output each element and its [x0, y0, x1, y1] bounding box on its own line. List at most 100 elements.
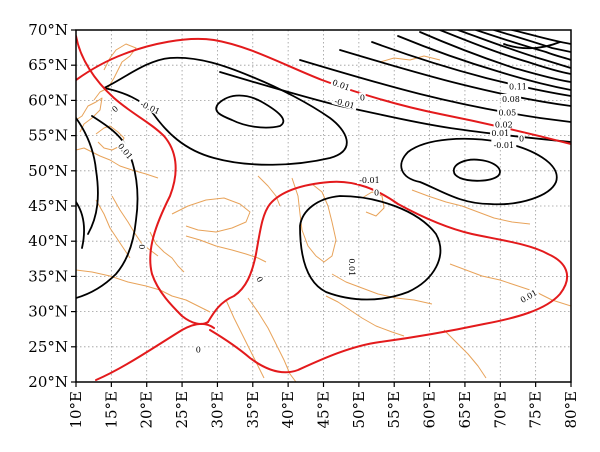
contour-label-bg	[356, 174, 382, 184]
coastline-black-sea	[171, 197, 251, 233]
contour-label-text: 0.11	[509, 82, 527, 91]
contour-label-bg	[347, 257, 357, 278]
contour-label-bg	[507, 81, 529, 91]
contour-neg-europe-loop	[103, 56, 348, 166]
contour-label-text: -0.01	[494, 141, 515, 150]
lon-tick-label: 20°E	[138, 391, 156, 429]
lon-tick-label: 10°E	[67, 391, 85, 429]
contour-label-text: 0	[519, 134, 524, 143]
contour-label: 0	[518, 133, 525, 143]
contour-label-bg	[500, 93, 522, 103]
contour-neg-europe-inner	[215, 94, 285, 129]
coastline-med-south	[76, 269, 211, 313]
coastline-india	[443, 329, 487, 379]
contour-label-bg	[518, 133, 525, 143]
lat-tick-label: 40°N	[28, 232, 68, 250]
contour-pos-northeast-11	[511, 30, 571, 45]
contour-label-bg	[490, 127, 511, 137]
coastline-italy	[95, 199, 131, 259]
lat-tick-label: 70°N	[28, 21, 68, 39]
coastline-red-sea	[225, 299, 265, 379]
coastline-iran	[331, 273, 433, 305]
contour-label: 0.02	[493, 119, 515, 129]
contour-label-bg	[137, 97, 164, 117]
axis-ticks	[71, 29, 572, 387]
contour-pos-west-inner	[76, 201, 85, 249]
contour-label: 0.01	[347, 257, 357, 278]
contour-pos-northeast-3	[339, 49, 571, 107]
contour-label-text: 0	[254, 275, 264, 284]
contour-label-bg	[109, 102, 120, 115]
contour-label: 0	[195, 344, 202, 355]
lon-tick-label: 30°E	[208, 391, 226, 429]
lon-tick-label: 80°E	[562, 391, 580, 429]
zero-contours	[76, 35, 571, 381]
contour-label-bg	[373, 187, 380, 197]
contour-neg-east-inner	[453, 158, 501, 182]
coastline-arabia	[247, 297, 297, 382]
contour-pos-northeast-4	[371, 41, 571, 97]
contour-label-text: 0	[360, 94, 365, 103]
coastline-europe-north	[76, 147, 159, 179]
lat-tick-label: 35°N	[28, 267, 68, 285]
contour-label: 0	[373, 187, 380, 198]
contour-label-bg	[115, 140, 136, 162]
lon-tick-label: 40°E	[279, 391, 297, 429]
coastline-persian-gulf	[325, 295, 405, 337]
contour-label-text: 0	[110, 104, 120, 114]
contour-label-text: 0	[137, 244, 146, 249]
contour-pos-northeast-5	[397, 35, 571, 91]
contour-pos-northeast-9	[475, 30, 571, 61]
lon-tick-label: 15°E	[102, 391, 120, 429]
contour-label-bg	[331, 95, 359, 111]
contour-label: -0.01	[356, 174, 382, 185]
contour-label: -0.01	[491, 139, 517, 150]
contour-label-bg	[137, 243, 147, 251]
lat-tick-label: 25°N	[28, 338, 68, 356]
contour-pos-west	[76, 117, 99, 235]
lon-tick-label: 35°E	[244, 391, 262, 429]
contour-pos-northeast-1	[219, 71, 571, 143]
contour-label: 0.08	[500, 93, 522, 104]
contour-label: 0	[109, 102, 120, 115]
contour-label-bg	[254, 273, 266, 285]
zero-contour-black-sea-loop	[207, 180, 569, 374]
lat-tick-label: 20°N	[28, 373, 68, 391]
contour-label-bg	[195, 344, 202, 354]
lon-tick-label: 55°E	[385, 391, 403, 429]
contour-pos-northeast-6	[419, 31, 571, 83]
coastlines	[76, 43, 571, 382]
zero-contour-north-band	[76, 37, 571, 145]
lat-tick-label: 45°N	[28, 197, 68, 215]
coastline-himalaya	[449, 263, 571, 307]
lon-tick-label: 60°E	[421, 391, 439, 429]
coastline-greece	[149, 231, 185, 273]
coastline-caspian	[291, 177, 337, 263]
lon-tick-label: 65°E	[456, 391, 474, 429]
contour-label-bg	[491, 139, 517, 149]
coastline-arctic	[379, 55, 441, 63]
contour-lines-black	[76, 30, 571, 301]
contour-pos-northeast-12	[503, 41, 561, 50]
lon-tick-label: 70°E	[491, 391, 509, 429]
coastline-norway	[76, 97, 103, 133]
contour-label-text: 0.05	[498, 108, 516, 117]
contour-pos-northeast-10	[493, 30, 571, 53]
contour-label-bg	[493, 119, 515, 129]
contour-label-text: 0.02	[495, 120, 513, 129]
lon-tick-label: 50°E	[350, 391, 368, 429]
latitude-axis: 70°N 65°N 60°N 55°N 50°N 45°N 40°N 35°N 30°N 25°N…	[28, 21, 68, 391]
contour-label-text: 0.01	[491, 129, 509, 138]
zero-contour-south-band	[95, 322, 215, 381]
contour-labels: 0.010-0.01-0.0100.01-0.0100.110.080.050.…	[109, 76, 540, 355]
lon-tick-label: 25°E	[173, 391, 191, 429]
contour-label: 0	[137, 243, 147, 251]
contour-label-text: 0	[374, 189, 379, 198]
contour-label-text: 0.08	[502, 95, 520, 104]
contour-pos-central-loop	[299, 195, 442, 301]
contour-label-text: 0	[196, 346, 201, 355]
contour-label: 0.01	[490, 127, 511, 138]
contour-label-bg	[497, 107, 518, 117]
contour-pos-northeast-8	[457, 30, 571, 69]
